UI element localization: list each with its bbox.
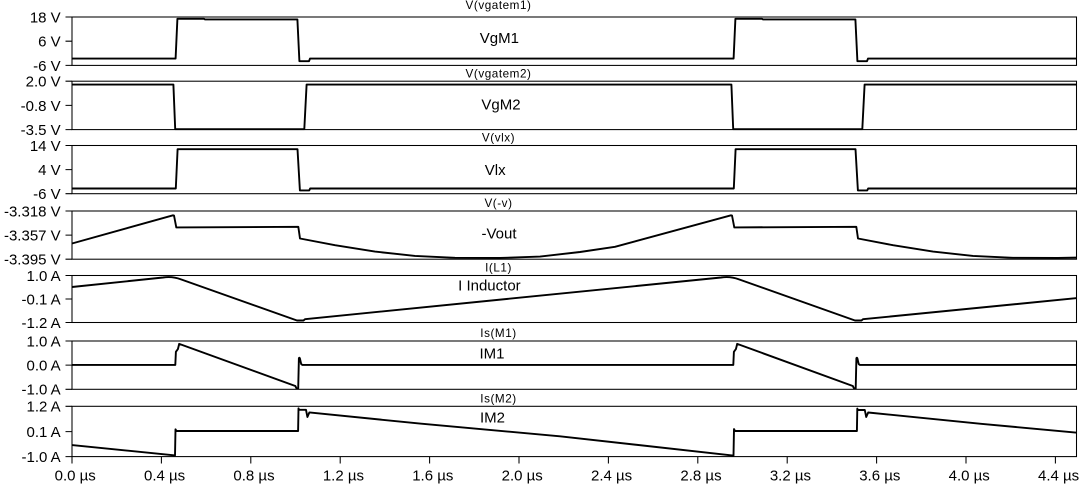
svg-text:VgM2: VgM2 [481, 97, 520, 114]
svg-text:1.2 µs: 1.2 µs [323, 467, 364, 484]
svg-text:2.8 µs: 2.8 µs [680, 467, 721, 484]
svg-text:V(vlx): V(vlx) [482, 132, 515, 145]
svg-text:-1.2 A: -1.2 A [21, 315, 60, 332]
svg-text:IM1: IM1 [479, 346, 504, 363]
svg-text:-6 V: -6 V [33, 186, 61, 203]
svg-text:0.0 µs: 0.0 µs [55, 467, 96, 484]
svg-text:I Inductor: I Inductor [458, 277, 521, 294]
svg-text:Is(M2): Is(M2) [480, 392, 516, 405]
svg-text:4 V: 4 V [38, 162, 61, 179]
svg-text:-Vout: -Vout [481, 226, 517, 243]
svg-text:Vlx: Vlx [485, 162, 506, 179]
svg-text:-1.0 A: -1.0 A [21, 449, 60, 466]
svg-text:0.1 A: 0.1 A [26, 424, 60, 441]
svg-text:VgM1: VgM1 [480, 30, 519, 47]
svg-text:V(vgatem2): V(vgatem2) [466, 67, 532, 80]
svg-text:-3.5 V: -3.5 V [21, 122, 61, 139]
svg-text:0.0 A: 0.0 A [26, 358, 60, 375]
svg-text:-1.0 A: -1.0 A [21, 382, 60, 399]
svg-text:2.0 µs: 2.0 µs [502, 467, 543, 484]
svg-text:1.2 A: 1.2 A [26, 399, 60, 416]
svg-text:-0.1 A: -0.1 A [21, 291, 60, 308]
svg-text:1.6 µs: 1.6 µs [412, 467, 453, 484]
svg-text:-0.8 V: -0.8 V [21, 98, 61, 115]
svg-text:V(-v): V(-v) [484, 197, 512, 210]
svg-text:14 V: 14 V [30, 138, 61, 155]
svg-text:6 V: 6 V [38, 34, 61, 51]
svg-text:18 V: 18 V [30, 9, 61, 26]
svg-text:2.4 µs: 2.4 µs [591, 467, 632, 484]
svg-text:2.0 V: 2.0 V [26, 74, 61, 91]
svg-text:1.0 A: 1.0 A [26, 268, 60, 285]
svg-text:4.4 µs: 4.4 µs [1038, 467, 1079, 484]
svg-text:4.0 µs: 4.0 µs [949, 467, 990, 484]
svg-text:-3.395 V: -3.395 V [4, 252, 61, 269]
svg-text:Is(M1): Is(M1) [480, 327, 516, 340]
svg-text:V(vgatem1): V(vgatem1) [466, 0, 532, 12]
svg-text:-6 V: -6 V [33, 58, 61, 75]
svg-text:-3.318 V: -3.318 V [4, 203, 61, 220]
svg-text:3.6 µs: 3.6 µs [859, 467, 900, 484]
svg-text:I(L1): I(L1) [485, 262, 512, 275]
svg-text:0.8 µs: 0.8 µs [233, 467, 274, 484]
svg-text:IM2: IM2 [480, 410, 505, 427]
svg-text:1.0 A: 1.0 A [26, 333, 60, 350]
svg-text:0.4 µs: 0.4 µs [144, 467, 185, 484]
svg-text:3.2 µs: 3.2 µs [770, 467, 811, 484]
svg-text:-3.357 V: -3.357 V [4, 228, 61, 245]
